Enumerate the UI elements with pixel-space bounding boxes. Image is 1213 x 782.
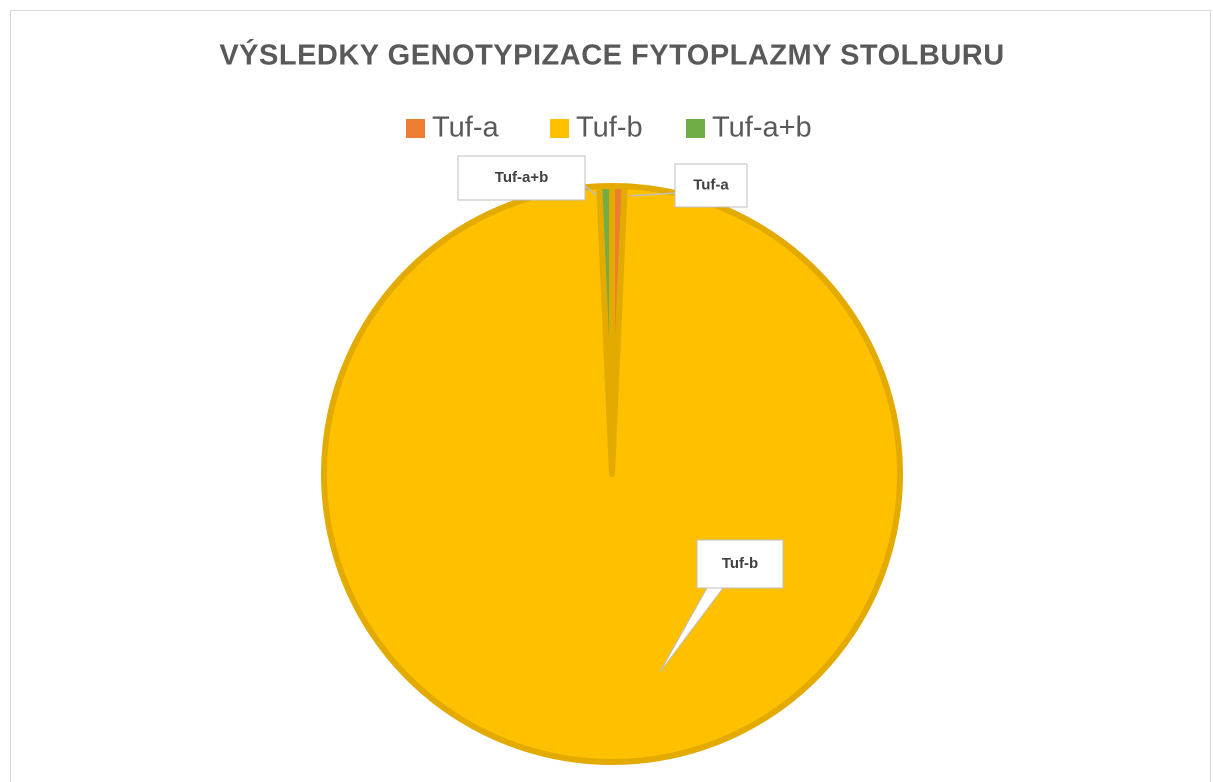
label-pointer — [584, 185, 597, 196]
label-box — [457, 155, 586, 201]
label-box — [696, 539, 784, 589]
chart-title: VÝSLEDKY GENOTYPIZACE FYTOPLAZMY STOLBUR… — [219, 38, 1004, 72]
data-labels: Tuf-a Tuf-b Tuf-a+b — [457, 155, 784, 673]
legend-swatch — [686, 119, 705, 138]
legend-swatch — [406, 119, 425, 138]
legend: Tuf-a Tuf-b Tuf-a+b — [406, 112, 812, 144]
label-pointer — [629, 192, 676, 197]
legend-swatch — [550, 119, 569, 138]
label-pointer — [659, 587, 724, 673]
data-label: Tuf-a — [693, 176, 729, 193]
pie-slice — [596, 183, 615, 477]
data-label: Tuf-b — [722, 555, 758, 572]
legend-label: Tuf-a — [432, 112, 499, 144]
legend-label: Tuf-a+b — [712, 112, 812, 144]
pie — [321, 183, 903, 765]
data-label: Tuf-a+b — [495, 169, 548, 186]
legend-label: Tuf-b — [576, 112, 643, 144]
label-box — [674, 163, 748, 208]
